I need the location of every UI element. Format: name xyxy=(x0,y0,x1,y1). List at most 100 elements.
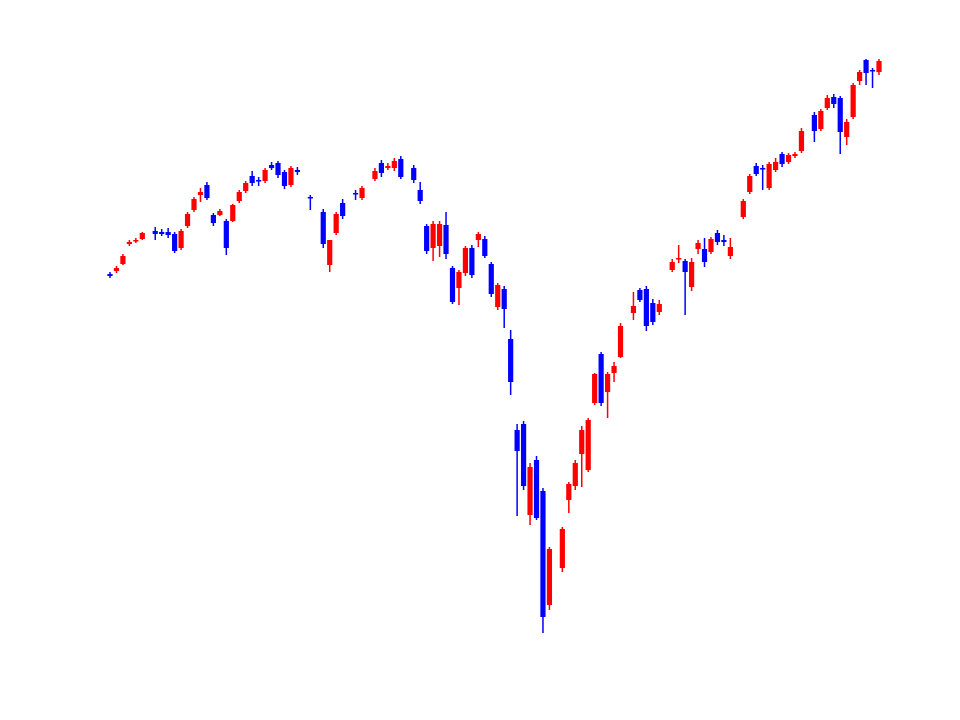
candle-body xyxy=(462,248,469,273)
candle-body xyxy=(579,430,585,454)
candle-body xyxy=(469,248,475,275)
candle-body xyxy=(520,424,527,486)
candle-body xyxy=(352,193,359,195)
candle-body xyxy=(281,172,288,186)
candle-body xyxy=(191,199,197,210)
candle-body xyxy=(508,339,514,382)
candle-body xyxy=(876,61,882,72)
candle-body xyxy=(436,224,443,246)
candle-body xyxy=(753,166,759,174)
candle-body xyxy=(792,154,798,156)
candle-body xyxy=(501,289,507,309)
candle-body xyxy=(475,234,481,240)
candle-body xyxy=(165,232,171,235)
candle-body xyxy=(411,168,417,180)
candle-body xyxy=(197,192,204,195)
candle-body xyxy=(120,256,126,264)
candle-body xyxy=(223,221,229,248)
candle-body xyxy=(604,374,611,392)
candle-body xyxy=(256,180,262,182)
candle-body xyxy=(676,258,682,260)
candle-body xyxy=(785,155,792,162)
candle-body xyxy=(172,234,178,251)
candle-body xyxy=(288,168,294,185)
candle-body xyxy=(559,529,565,568)
candle-body xyxy=(682,261,688,272)
candle-body xyxy=(307,197,313,199)
candle-body xyxy=(398,159,404,177)
candle-body xyxy=(210,215,216,223)
candle-body xyxy=(811,115,817,131)
candle-body xyxy=(760,168,766,170)
candle-body xyxy=(178,231,184,248)
candle-body xyxy=(217,211,223,215)
candle-body xyxy=(721,240,727,242)
candle-body xyxy=(650,303,656,322)
candle-body xyxy=(372,171,378,179)
candle-body xyxy=(482,239,488,256)
candle-body xyxy=(740,201,746,217)
candle-body xyxy=(385,166,391,168)
candle-body xyxy=(630,306,637,313)
candle-body xyxy=(701,249,708,262)
candle-body xyxy=(572,463,578,486)
candle-body xyxy=(747,176,753,192)
candle-body xyxy=(236,192,242,201)
candle-body xyxy=(837,98,843,132)
candle-body xyxy=(230,205,236,221)
candle-body xyxy=(184,214,191,226)
candle-body xyxy=(243,183,249,191)
candle-body xyxy=(611,366,617,373)
candle-body xyxy=(152,231,158,234)
candle-body xyxy=(424,226,430,251)
candle-body xyxy=(391,161,397,168)
candle-body xyxy=(637,290,643,300)
candle-body xyxy=(708,239,714,252)
candle-body xyxy=(598,354,604,403)
candle-body xyxy=(449,268,456,302)
candle-body xyxy=(456,272,462,288)
candle-body xyxy=(139,233,145,239)
candle-body xyxy=(566,484,572,500)
candle-body xyxy=(592,374,598,403)
candle-body xyxy=(333,214,339,233)
candle-body xyxy=(294,170,301,172)
candle-body xyxy=(533,460,540,518)
candle-body xyxy=(766,164,772,188)
candle-body xyxy=(340,203,346,216)
candle-body xyxy=(688,262,695,287)
candle-body xyxy=(107,274,113,276)
candle-body xyxy=(773,162,779,170)
candle-body xyxy=(824,98,830,108)
candle-body xyxy=(798,131,805,151)
candle-body xyxy=(417,190,423,201)
candle-body xyxy=(320,212,326,244)
candle-body xyxy=(643,289,649,326)
candle-body xyxy=(669,262,675,270)
candle-body xyxy=(514,430,520,451)
candle-body xyxy=(727,247,733,256)
candle-body xyxy=(656,304,662,312)
candle-body xyxy=(695,243,701,249)
candle-body xyxy=(268,165,275,168)
candle-body xyxy=(126,242,132,244)
candle-body xyxy=(546,549,553,605)
candle-body xyxy=(378,163,385,173)
candle-body xyxy=(249,176,255,183)
candle-body xyxy=(714,233,721,242)
candle-body xyxy=(359,188,365,198)
candle-body xyxy=(844,122,850,137)
candle-body xyxy=(779,154,785,164)
candle-body xyxy=(585,420,591,470)
candle-body xyxy=(617,326,624,357)
candle-body xyxy=(204,185,210,198)
candle-body xyxy=(831,97,837,104)
candle-body xyxy=(527,467,533,515)
candle-body xyxy=(850,85,856,117)
candle-body xyxy=(488,264,494,294)
candle-body xyxy=(133,240,139,242)
candle-body xyxy=(857,72,863,81)
candle-body xyxy=(327,240,333,265)
